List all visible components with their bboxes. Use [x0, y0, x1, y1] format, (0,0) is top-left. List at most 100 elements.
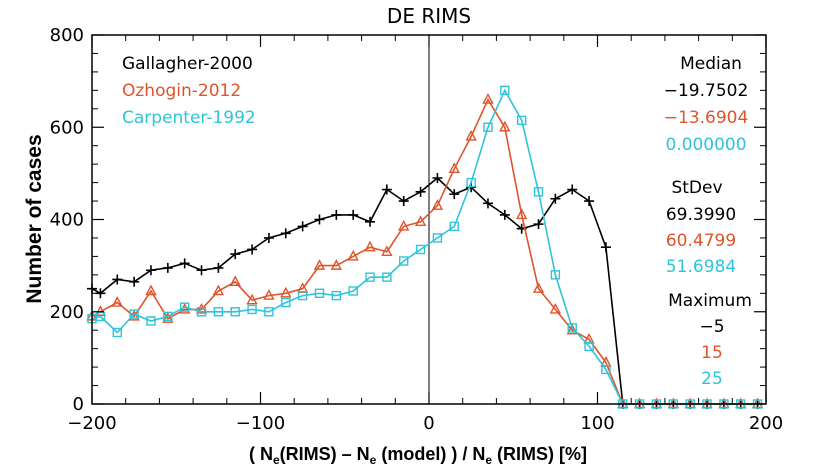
- data-point-ozhogin: [246, 293, 258, 305]
- data-point-ozhogin: [381, 245, 393, 256]
- data-point-ozhogin: [499, 120, 511, 132]
- data-point-carpenter: [550, 270, 561, 280]
- data-point-ozhogin: [94, 305, 107, 316]
- maximum-label: Maximum: [668, 291, 752, 311]
- data-point-carpenter: [432, 233, 443, 243]
- data-point-gallagher: [280, 228, 291, 239]
- data-point-carpenter: [95, 311, 106, 322]
- data-point-ozhogin: [516, 208, 528, 220]
- y-tick-label: 0: [73, 394, 84, 415]
- data-point-gallagher: [567, 184, 578, 195]
- data-point-carpenter: [331, 290, 342, 301]
- data-point-ozhogin: [482, 93, 494, 104]
- data-point-carpenter: [230, 307, 240, 317]
- data-point-ozhogin: [145, 284, 157, 296]
- data-point-gallagher: [348, 209, 359, 220]
- median-label: Median: [680, 54, 742, 74]
- data-point-gallagher: [263, 232, 274, 243]
- data-point-ozhogin: [263, 289, 275, 300]
- data-point-carpenter: [129, 309, 139, 319]
- data-point-ozhogin: [549, 302, 562, 314]
- median-value-gallagher: −19.7502: [664, 81, 749, 101]
- stdev-value-ozhogin: 60.4799: [666, 231, 736, 251]
- data-point-carpenter: [179, 302, 190, 312]
- data-point-ozhogin: [212, 284, 225, 296]
- median-value-ozhogin: −13.6904: [664, 108, 749, 128]
- legend-entry-ozhogin: Ozhogin-2012: [122, 81, 241, 101]
- data-point-ozhogin: [195, 302, 208, 314]
- data-point-carpenter: [516, 115, 527, 126]
- series-line-gallagher: [91, 176, 758, 405]
- series-carpenter: [87, 85, 763, 409]
- y-tick-label: 800: [50, 25, 84, 46]
- data-point-carpenter: [196, 307, 207, 317]
- data-point-ozhogin: [448, 162, 460, 173]
- y-tick-label: 200: [50, 302, 84, 323]
- x-axis-label: ( Ne(RIMS) – Ne (model) ) / Ne (RIMS) [%…: [249, 444, 587, 467]
- x-tick-label: −100: [236, 413, 285, 434]
- x-tick-label: 200: [749, 413, 783, 434]
- data-point-ozhogin: [111, 296, 123, 307]
- data-point-gallagher: [365, 216, 376, 227]
- data-point-gallagher: [533, 219, 544, 230]
- data-point-gallagher: [162, 262, 173, 273]
- chart-title: DE RIMS: [387, 4, 471, 28]
- data-point-carpenter: [314, 288, 325, 298]
- stdev-value-carpenter: 51.6984: [666, 257, 736, 277]
- data-point-gallagher: [297, 221, 308, 232]
- data-point-carpenter: [399, 256, 409, 266]
- stats-panel: Median −19.7502 −13.6904 0.000000 StDev …: [664, 54, 752, 389]
- data-point-gallagher: [415, 186, 426, 197]
- data-point-carpenter: [601, 364, 611, 375]
- data-point-carpenter: [247, 304, 257, 315]
- stdev-label: StDev: [671, 178, 722, 198]
- data-point-ozhogin: [532, 282, 545, 293]
- data-point-ozhogin: [229, 275, 241, 286]
- data-point-ozhogin: [398, 219, 410, 231]
- data-point-carpenter: [449, 221, 459, 232]
- data-point-ozhogin: [364, 240, 376, 252]
- series-gallagher: [87, 172, 763, 409]
- axes: −200 −100 0 100 200 0 200 400 600 800: [50, 25, 784, 434]
- data-point-gallagher: [112, 274, 123, 285]
- data-point-carpenter: [163, 311, 173, 322]
- data-point-ozhogin: [313, 259, 326, 270]
- data-point-carpenter: [382, 272, 392, 282]
- data-point-gallagher: [584, 196, 595, 207]
- x-tick-label: 100: [580, 413, 614, 434]
- median-value-carpenter: 0.000000: [665, 135, 746, 155]
- x-tick-label: −200: [67, 413, 116, 434]
- y-tick-label: 400: [50, 210, 84, 231]
- data-point-gallagher: [432, 172, 443, 183]
- data-point-gallagher: [314, 214, 325, 225]
- data-point-carpenter: [415, 244, 426, 255]
- data-point-carpenter: [567, 323, 577, 333]
- y-tick-label: 600: [50, 117, 84, 138]
- data-point-gallagher: [247, 244, 258, 255]
- maximum-value-gallagher: −5: [699, 317, 724, 337]
- data-point-gallagher: [482, 198, 493, 209]
- data-point-carpenter: [365, 272, 375, 282]
- data-point-carpenter: [264, 307, 274, 317]
- legend-entry-carpenter: Carpenter-1992: [122, 108, 256, 128]
- data-point-gallagher: [499, 209, 510, 220]
- data-point-carpenter: [348, 286, 358, 296]
- data-point-carpenter: [533, 187, 544, 197]
- data-point-ozhogin: [330, 259, 342, 270]
- data-point-gallagher: [230, 249, 241, 260]
- maximum-value-ozhogin: 15: [701, 343, 723, 363]
- y-axis-label: Number of cases: [23, 134, 46, 303]
- data-point-ozhogin: [465, 129, 477, 141]
- data-point-gallagher: [550, 193, 561, 204]
- data-point-gallagher: [449, 189, 460, 200]
- data-point-gallagher: [179, 258, 190, 269]
- data-point-gallagher: [600, 242, 611, 253]
- data-point-carpenter: [146, 316, 156, 326]
- x-tick-label: 0: [423, 413, 434, 434]
- data-point-carpenter: [500, 85, 510, 96]
- data-point-carpenter: [466, 177, 476, 188]
- data-point-gallagher: [381, 184, 392, 195]
- legend-entry-gallagher: Gallagher-2000: [122, 54, 253, 74]
- data-point-ozhogin: [347, 249, 359, 261]
